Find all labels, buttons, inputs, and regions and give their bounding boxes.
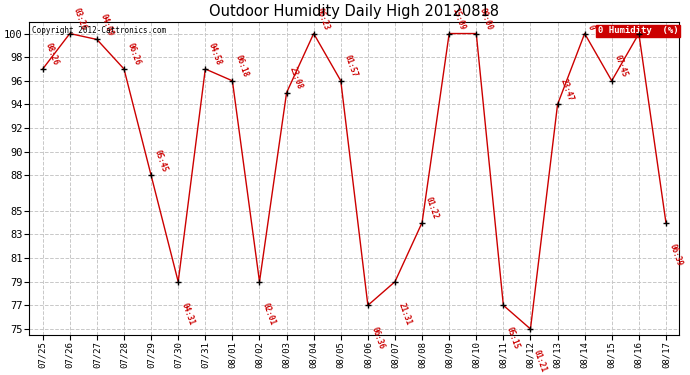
Text: 01:22: 01:22 — [424, 195, 440, 220]
Text: 23:47: 23:47 — [559, 77, 575, 102]
Text: 21:31: 21:31 — [396, 302, 413, 327]
Text: 06:36: 06:36 — [369, 326, 386, 350]
Text: 06:39: 06:39 — [667, 243, 684, 267]
Text: 08:26: 08:26 — [44, 42, 61, 67]
Text: 00:00: 00:00 — [477, 6, 494, 31]
Text: 23:08: 23:08 — [288, 66, 304, 90]
Text: 05:15: 05:15 — [504, 326, 521, 350]
Text: 05:45: 05:45 — [152, 148, 169, 173]
Title: Outdoor Humidity Daily High 20120818: Outdoor Humidity Daily High 20120818 — [209, 4, 500, 19]
Text: 06:18: 06:18 — [234, 54, 250, 78]
Text: 06:23: 06:23 — [315, 6, 331, 31]
Text: 02:01: 02:01 — [261, 302, 277, 327]
Text: 0: 0 — [640, 24, 650, 31]
Text: 04:31: 04:31 — [179, 302, 196, 327]
Text: 03:26: 03:26 — [71, 6, 88, 31]
Text: 0 Humidity  (%): 0 Humidity (%) — [598, 26, 678, 35]
Text: 0: 0 — [586, 24, 596, 31]
Text: Copyright 2012-Cattronics.com: Copyright 2012-Cattronics.com — [32, 26, 166, 35]
Text: 01:57: 01:57 — [342, 54, 359, 78]
Text: 04:09: 04:09 — [98, 12, 115, 37]
Text: 07:45: 07:45 — [613, 54, 629, 78]
Text: 04:58: 04:58 — [206, 42, 223, 67]
Text: 01:21: 01:21 — [532, 349, 548, 374]
Text: 06:26: 06:26 — [126, 42, 141, 67]
Text: 15:09: 15:09 — [451, 6, 467, 31]
